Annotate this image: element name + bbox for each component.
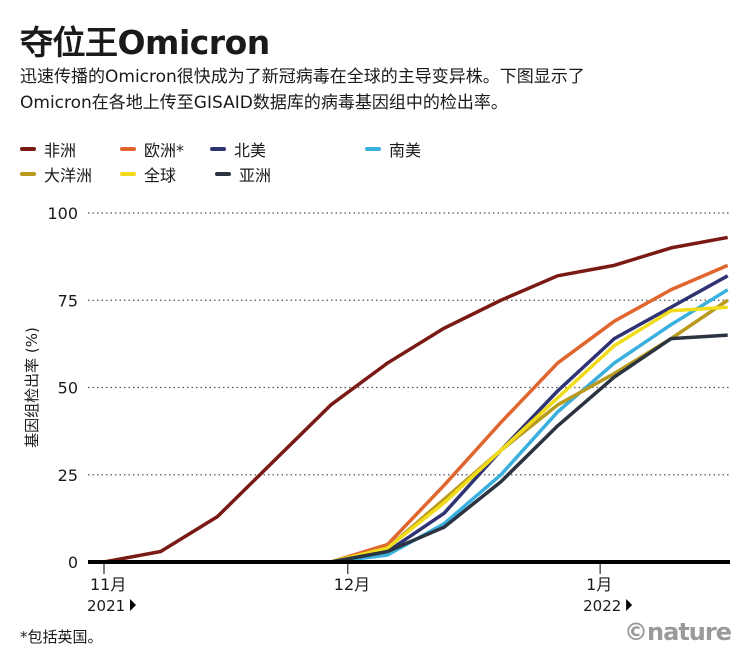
series-line bbox=[104, 298, 729, 564]
legend-swatch bbox=[210, 147, 226, 151]
legend-label: 非洲 bbox=[44, 141, 77, 160]
subtitle: 迅速传播的Omicron很快成为了新冠病毒在全球的主导变异株。下图显示了 Omi… bbox=[20, 64, 740, 116]
series-line bbox=[104, 263, 729, 564]
legend-item: 欧洲* bbox=[120, 137, 184, 161]
legend-item: 南美 bbox=[365, 137, 421, 161]
x-tick-year: 2022 bbox=[583, 597, 621, 615]
x-tick-year: 2021 bbox=[87, 597, 125, 615]
legend-item: 大洋洲 bbox=[20, 162, 92, 186]
legend-swatch bbox=[20, 172, 36, 176]
legend-label: 北美 bbox=[234, 141, 267, 160]
y-tick-label: 75 bbox=[58, 291, 78, 310]
subtitle-line: 迅速传播的Omicron很快成为了新冠病毒在全球的主导变异株。下图显示了 bbox=[20, 67, 585, 87]
footnote: *包括英国。 bbox=[20, 628, 103, 646]
x-tick-label: 12月 bbox=[334, 575, 370, 594]
y-tick-label: 0 bbox=[68, 553, 78, 572]
x-tick-label: 11月 bbox=[90, 575, 126, 594]
legend-item: 非洲 bbox=[20, 137, 76, 161]
legend-label: 欧洲* bbox=[144, 141, 185, 160]
series-line bbox=[104, 274, 729, 564]
legend-label: 全球 bbox=[144, 166, 177, 185]
legend-item: 亚洲 bbox=[215, 162, 271, 186]
subtitle-line: Omicron在各地上传至GISAID数据库的病毒基因组中的检出率。 bbox=[20, 93, 508, 113]
legend-label: 大洋洲 bbox=[44, 166, 93, 185]
legend-label: 南美 bbox=[389, 141, 422, 160]
y-tick-label: 25 bbox=[58, 466, 78, 485]
triangle-right-icon bbox=[626, 599, 633, 611]
x-tick-label: 1月 bbox=[586, 575, 612, 594]
nature-logo: ©nature bbox=[624, 618, 732, 646]
legend-swatch bbox=[20, 147, 36, 151]
y-tick-label: 50 bbox=[58, 379, 78, 398]
legend-swatch bbox=[215, 172, 231, 176]
legend-label: 亚洲 bbox=[239, 166, 272, 185]
y-tick-label: 100 bbox=[47, 204, 78, 223]
series-line bbox=[104, 288, 729, 564]
legend-item: 北美 bbox=[210, 137, 266, 161]
page-title: 夺位王Omicron bbox=[20, 23, 270, 62]
legend-swatch bbox=[365, 147, 381, 151]
legend-swatch bbox=[120, 147, 136, 151]
legend-swatch bbox=[120, 172, 136, 176]
legend-item: 全球 bbox=[120, 162, 176, 186]
y-axis-label: 基因组检出率 (%) bbox=[23, 327, 41, 448]
series-line bbox=[103, 235, 729, 564]
triangle-right-icon bbox=[130, 599, 136, 611]
